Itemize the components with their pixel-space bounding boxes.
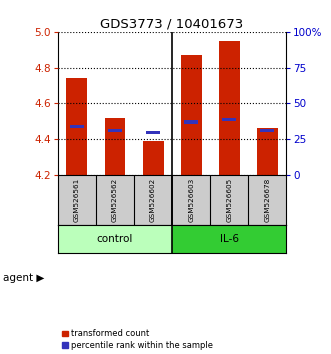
Bar bbox=[70, 125, 84, 128]
Bar bbox=[143, 141, 164, 175]
Legend: transformed count, percentile rank within the sample: transformed count, percentile rank withi… bbox=[62, 329, 213, 350]
Bar bbox=[108, 129, 122, 132]
Text: GSM526602: GSM526602 bbox=[150, 177, 156, 222]
Bar bbox=[260, 129, 274, 132]
Text: control: control bbox=[97, 234, 133, 244]
Bar bbox=[181, 55, 202, 175]
Text: GSM526561: GSM526561 bbox=[74, 177, 80, 222]
Bar bbox=[146, 131, 160, 134]
Bar bbox=[105, 118, 125, 175]
Text: GSM526562: GSM526562 bbox=[112, 177, 118, 222]
Title: GDS3773 / 10401673: GDS3773 / 10401673 bbox=[101, 18, 244, 31]
Bar bbox=[222, 118, 236, 121]
Bar bbox=[58, 224, 172, 253]
Text: IL-6: IL-6 bbox=[220, 234, 239, 244]
Bar bbox=[67, 78, 87, 175]
Bar bbox=[257, 128, 278, 175]
Text: GSM526605: GSM526605 bbox=[226, 177, 232, 222]
Bar bbox=[219, 41, 240, 175]
Text: agent ▶: agent ▶ bbox=[3, 273, 45, 283]
Bar bbox=[172, 224, 286, 253]
Text: GSM526678: GSM526678 bbox=[264, 177, 270, 222]
Text: GSM526603: GSM526603 bbox=[188, 177, 194, 222]
Bar bbox=[184, 120, 198, 124]
